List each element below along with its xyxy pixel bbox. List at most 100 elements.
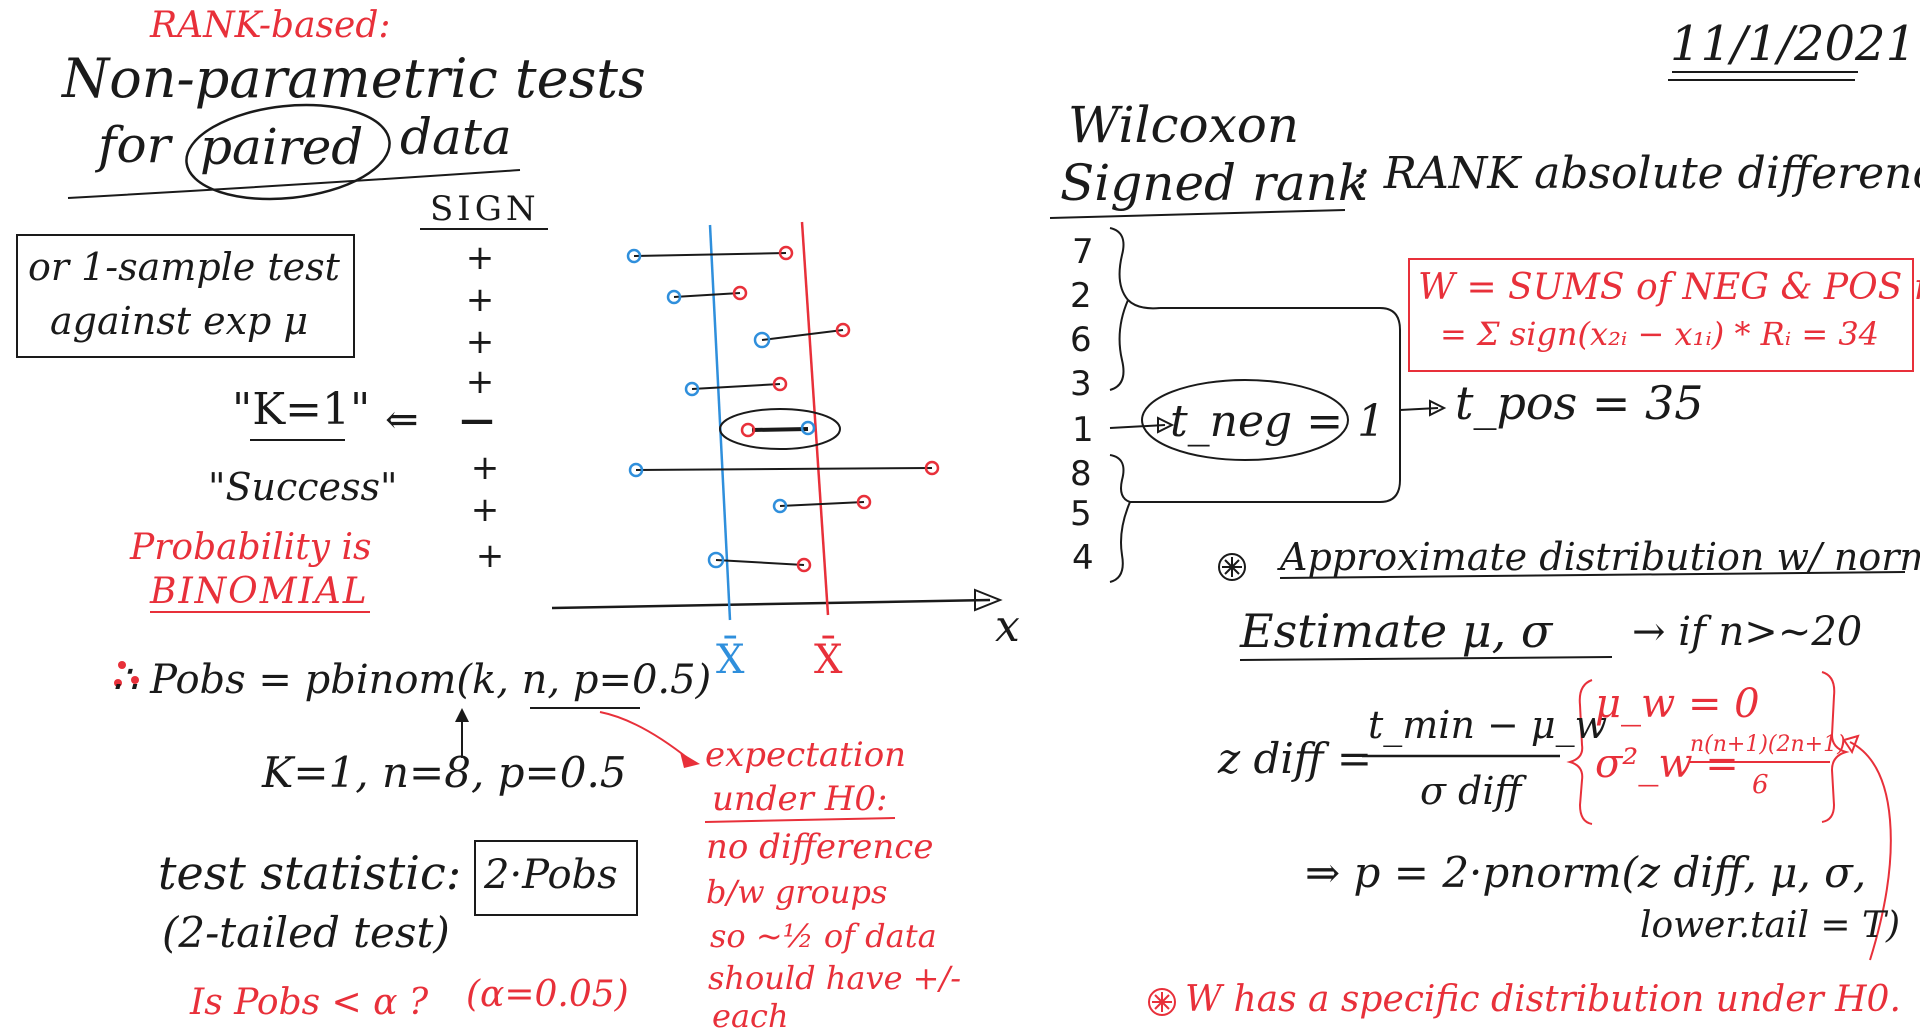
- sigma-w-denominator: 6: [1752, 770, 1769, 800]
- alpha-value: (α=0.05): [466, 974, 629, 1015]
- brace-top: [1109, 227, 1161, 310]
- plot-x-axis-arrowhead: [974, 588, 1003, 612]
- pair-line-1: [633, 252, 787, 257]
- asterisk-circle-1: [1218, 553, 1246, 581]
- k-equals-one: "K=1": [232, 384, 371, 435]
- blue-point-7: [772, 498, 788, 514]
- is-pobs-question: Is Pobs < α ?: [190, 982, 429, 1023]
- blue-point-6: [628, 462, 644, 478]
- paired-circle: [185, 103, 391, 201]
- expectation-line5: so ~½ of data: [710, 917, 937, 955]
- sign-header: SIGN: [430, 189, 540, 229]
- title-data: data: [400, 108, 512, 166]
- arrowhead-up-k: [455, 708, 469, 722]
- one-sample-box: [16, 234, 355, 358]
- arrow-to-tpos: [1399, 407, 1439, 411]
- red-point-5: [740, 422, 756, 438]
- expectation-connector: [599, 711, 691, 761]
- expectation-line4: b/w groups: [706, 873, 888, 911]
- test-statistic-box: [474, 840, 638, 916]
- red-point-7: [856, 494, 872, 510]
- negative-pair-circle: [719, 408, 841, 450]
- pair-line-8: [715, 559, 805, 566]
- approximate-normal-label: Approximate distribution w/ normal: [1280, 535, 1920, 579]
- expectation-line7: each: [712, 997, 789, 1035]
- red-left-brace: [1566, 679, 1593, 825]
- blue-point-2: [666, 289, 682, 305]
- pos-ranks-bracket: [1130, 307, 1401, 503]
- arrowhead-to-tpos: [1429, 399, 1447, 417]
- sigma-w-label: σ²_w =: [1595, 741, 1739, 787]
- expectation-arrowhead: [680, 752, 700, 768]
- if-n-label: → if n>~20: [1632, 609, 1863, 655]
- red-point-1: [778, 245, 794, 261]
- red-point-2: [732, 285, 748, 301]
- title-paired: paired: [200, 118, 364, 176]
- approx-underline: [1279, 571, 1906, 579]
- estimate-underline: [1239, 656, 1613, 661]
- rank-4: 3: [1070, 364, 1092, 404]
- red-curved-arrow: [1849, 741, 1892, 961]
- arrow-to-tneg: [1109, 424, 1166, 429]
- red-xbar-label: X̄: [814, 637, 843, 683]
- sign-7: +: [470, 490, 500, 530]
- red-right-brace: [1821, 671, 1850, 823]
- brace-bottom-lower: [1109, 501, 1131, 583]
- blue-point-8: [707, 551, 725, 569]
- mu-w-value: μ_w = 0: [1595, 681, 1760, 727]
- rank-2: 2: [1070, 276, 1092, 316]
- pair-line-7: [779, 501, 865, 507]
- title-for: for: [98, 116, 171, 174]
- knp-values: K=1, n=8, p=0.5: [262, 748, 627, 797]
- estimate-label: Estimate μ, σ: [1240, 604, 1553, 658]
- therefore-dot-3: [131, 676, 139, 684]
- blue-point-4: [684, 381, 700, 397]
- blue-point-1: [626, 248, 642, 264]
- blue-xbar-label: X̄: [716, 637, 745, 683]
- sign-5: —: [460, 400, 494, 440]
- therefore-dot-1: [118, 661, 126, 669]
- arrowhead-to-tneg: [1157, 416, 1175, 434]
- sign-2: +: [465, 280, 495, 320]
- sign-4: +: [465, 362, 495, 402]
- expectation-line1: expectation: [705, 735, 907, 775]
- pair-line-5: [751, 427, 809, 432]
- blue-point-3: [753, 331, 771, 349]
- pair-line-2: [673, 292, 741, 298]
- rank-8: 4: [1072, 538, 1094, 578]
- wilcoxon-line1: Wilcoxon: [1068, 96, 1300, 154]
- rank-5: 1: [1072, 410, 1094, 450]
- two-tailed-label: (2-tailed test): [162, 908, 450, 957]
- w-definition-line1: W = SUMS of NEG & POS ranks: [1418, 267, 1920, 308]
- pair-line-4: [691, 383, 781, 390]
- test-statistic-value: 2·Pobs: [484, 852, 618, 898]
- success-label: "Success": [208, 465, 398, 509]
- test-statistic-label: test statistic:: [158, 846, 462, 900]
- paired-observations: [626, 245, 940, 573]
- one-sample-line1: or 1-sample test: [28, 245, 340, 289]
- wilcoxon-line2: Signed rank: [1060, 154, 1369, 212]
- probability-line2: BINOMIAL: [150, 571, 369, 612]
- sign-6: +: [470, 448, 500, 488]
- expectation-line3: no difference: [706, 827, 934, 867]
- w-specific-distribution: W has a specific distribution under H0.: [1185, 979, 1901, 1020]
- t-pos-label: t_pos = 35: [1455, 376, 1704, 430]
- rank-6: 8: [1070, 454, 1092, 494]
- expectation-line2: under H0:: [712, 779, 888, 819]
- pair-line-3: [761, 329, 844, 341]
- sign-1: +: [465, 238, 495, 278]
- plot-x-axis: [551, 598, 991, 610]
- p-formula-line2: lower.tail = T): [1640, 905, 1901, 946]
- t-neg-label: t_neg = 1: [1170, 396, 1386, 447]
- sigma-w-numerator: n(n+1)(2n+1): [1690, 732, 1846, 757]
- blue-mean-line: [708, 224, 732, 621]
- title-underline: [67, 169, 521, 199]
- expectation-underline: [704, 817, 896, 823]
- p-formula-line1: ⇒ p = 2·pnorm(z diff, μ, σ,: [1305, 848, 1867, 897]
- blue-point-5: [800, 420, 816, 436]
- rank-1: 7: [1072, 232, 1094, 272]
- tneg-ellipse: [1141, 379, 1349, 461]
- brace-bottom: [1109, 454, 1131, 503]
- z-numerator: t_min − μ_w: [1368, 703, 1608, 747]
